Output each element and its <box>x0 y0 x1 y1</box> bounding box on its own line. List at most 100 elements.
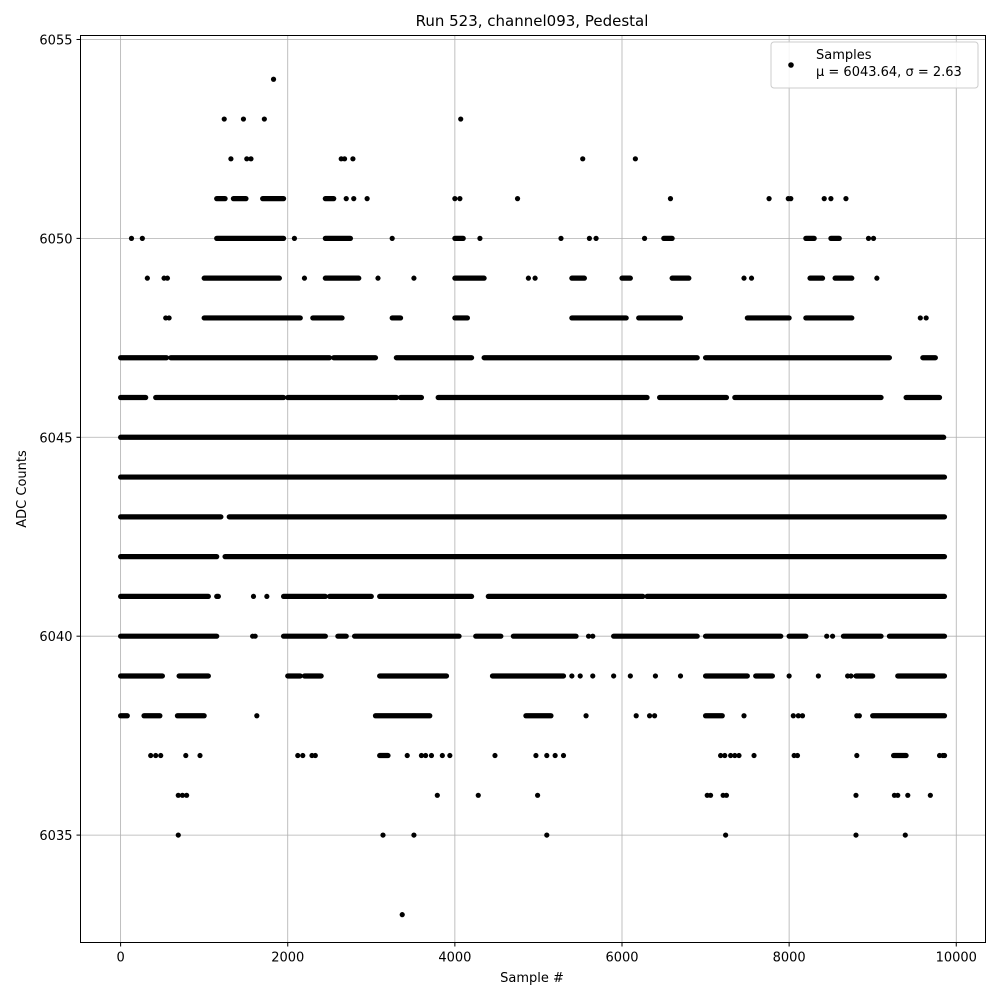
x-tick-label: 6000 <box>605 951 638 966</box>
sample-point <box>917 315 923 321</box>
sample-point <box>560 752 567 759</box>
legend-stats: μ = 6043.64, σ = 2.63 <box>816 65 962 80</box>
sample-point <box>418 752 425 759</box>
sample-point <box>544 832 550 838</box>
sample-point <box>843 196 849 202</box>
sample-point <box>153 752 159 759</box>
sample-point <box>815 673 821 679</box>
sample-point <box>475 792 481 798</box>
sample-point <box>301 275 308 281</box>
sample-point <box>853 832 859 838</box>
sample-point <box>585 633 592 639</box>
sample-point <box>577 673 583 679</box>
sample-point <box>751 752 757 759</box>
sample-point <box>139 235 145 241</box>
sample-point <box>244 156 250 162</box>
sample-point <box>790 713 796 719</box>
sample-point <box>532 275 538 281</box>
sample-point <box>404 752 410 759</box>
sample-point <box>718 752 724 759</box>
sample-point <box>148 752 154 759</box>
sample-point <box>723 832 729 838</box>
sample-point <box>941 752 948 759</box>
legend-marker <box>788 62 794 68</box>
x-axis-label: Sample # <box>500 971 564 986</box>
sample-point <box>583 713 589 719</box>
sample-point <box>829 633 836 639</box>
y-tick-label: 6055 <box>39 33 72 48</box>
sample-point <box>865 235 872 241</box>
sample-point <box>736 752 742 759</box>
sample-point <box>477 235 483 241</box>
sample-point <box>874 275 880 281</box>
y-tick-label: 6035 <box>39 829 72 844</box>
sample-point <box>651 713 658 719</box>
sample-point <box>728 752 734 759</box>
sample-point <box>184 792 190 798</box>
sample-point <box>128 235 135 241</box>
sample-point <box>428 752 435 759</box>
sample-point <box>786 673 792 679</box>
sample-point <box>848 673 854 679</box>
sample-point <box>183 752 189 759</box>
sample-point <box>197 752 203 759</box>
sample-point <box>492 752 498 759</box>
sample-point <box>544 752 550 759</box>
x-tick-label: 2000 <box>271 951 304 966</box>
sample-point <box>558 235 564 241</box>
sample-point <box>264 593 270 600</box>
sample-point <box>364 196 370 202</box>
sample-point <box>923 315 929 321</box>
sample-point <box>457 196 463 202</box>
sample-point <box>158 752 164 759</box>
sample-point <box>175 792 181 798</box>
sample-point <box>870 235 877 241</box>
legend-series-name: Samples <box>816 48 872 63</box>
sample-point <box>250 593 257 600</box>
sample-point <box>722 752 728 759</box>
sample-point <box>552 752 558 759</box>
sample-point <box>458 116 464 122</box>
sample-point <box>175 832 181 838</box>
legend-box <box>770 41 979 89</box>
sample-point <box>905 792 911 798</box>
sample-point <box>447 752 453 759</box>
x-tick-label: 4000 <box>438 951 471 966</box>
sample-point <box>248 156 254 162</box>
sample-point <box>590 673 596 679</box>
sample-point <box>399 912 405 918</box>
x-tick-label: 0 <box>116 951 124 966</box>
sample-point <box>652 673 659 679</box>
sample-point <box>646 713 653 719</box>
sample-point <box>254 713 260 719</box>
sample-point <box>411 832 417 838</box>
sample-point <box>291 235 298 241</box>
sample-point <box>854 752 860 759</box>
sample-point <box>741 275 747 281</box>
sample-point <box>641 235 648 241</box>
sample-point <box>590 633 596 639</box>
sample-point <box>799 713 806 719</box>
sample-point <box>593 235 599 241</box>
sample-point <box>633 713 639 719</box>
sample-point <box>221 116 227 122</box>
sample-point <box>144 275 150 281</box>
sample-point <box>627 673 633 679</box>
y-tick-label: 6040 <box>39 630 72 645</box>
sample-point <box>853 792 859 798</box>
sample-point <box>525 275 532 281</box>
sample-point <box>295 752 301 759</box>
sample-point <box>411 275 417 281</box>
sample-point <box>166 315 172 321</box>
sample-point <box>794 752 801 759</box>
sample-point <box>632 156 638 162</box>
sample-point <box>611 673 617 679</box>
sample-point <box>434 792 440 798</box>
sample-point <box>261 116 267 122</box>
plot-frame <box>80 35 986 943</box>
sample-point <box>312 752 318 759</box>
sample-point <box>351 196 357 202</box>
legend: Samples μ = 6043.64, σ = 2.63 <box>770 41 979 89</box>
y-tick-label: 6050 <box>39 232 72 247</box>
sample-point <box>580 156 586 162</box>
